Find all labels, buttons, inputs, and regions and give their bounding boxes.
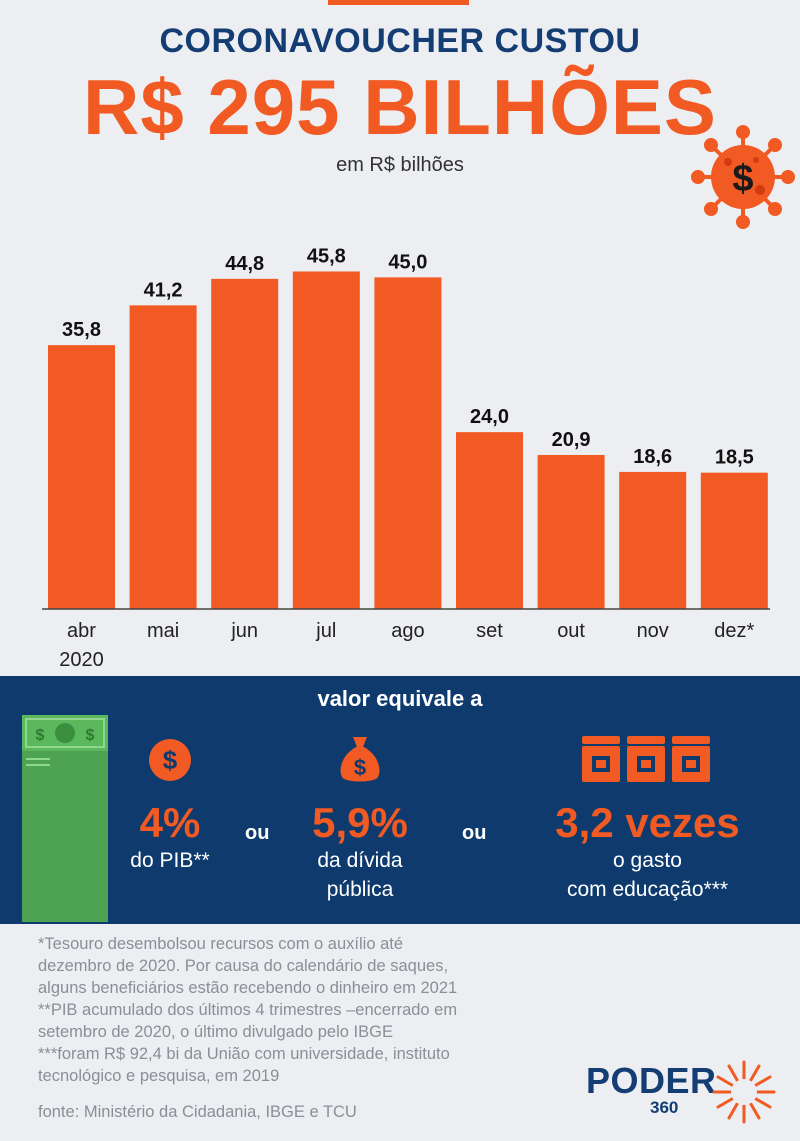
x-tick-label: mai bbox=[147, 620, 179, 642]
connector-or-1: ou bbox=[245, 822, 270, 844]
x-tick-label: ago bbox=[391, 620, 424, 642]
x-tick-label: nov bbox=[637, 620, 669, 642]
sunburst-logo-icon bbox=[712, 1060, 776, 1124]
bar-value-label: 41,2 bbox=[144, 279, 183, 301]
svg-text:$: $ bbox=[732, 158, 753, 200]
top-accent-rule bbox=[328, 0, 469, 5]
bar-abr bbox=[48, 345, 115, 609]
bar-value-label: 18,5 bbox=[715, 447, 754, 469]
connector-or-2: ou bbox=[462, 822, 487, 844]
bar-jul bbox=[292, 271, 360, 609]
bar-dez bbox=[700, 472, 768, 609]
svg-text:$: $ bbox=[163, 745, 178, 775]
bar-chart: 35,8 abr 2020 41,2 mai 44,8 jun 45,8 jul 45,0 ago 2… bbox=[42, 245, 770, 671]
footnote-line: ***foram R$ 92,4 bi da União com univers… bbox=[38, 1045, 450, 1063]
education-value: 3,2 vezes bbox=[555, 799, 740, 846]
x-tick-label: out bbox=[557, 620, 585, 642]
virus-dollar-icon: $ bbox=[691, 125, 795, 229]
equivalence-item-pib: 4% do PIB** bbox=[100, 800, 240, 875]
bar-nov bbox=[619, 471, 687, 609]
equivalence-panel bbox=[0, 676, 800, 924]
bar-ago bbox=[374, 277, 442, 609]
debt-text-line1: da dívida bbox=[317, 849, 403, 872]
x-tick-label: jul bbox=[315, 620, 336, 642]
chart-subtitle: em R$ bilhões bbox=[336, 154, 464, 176]
equivalence-title: valor equivale a bbox=[317, 686, 483, 711]
brand-logo-text: PODER bbox=[586, 1060, 717, 1101]
education-text-line2: com educação*** bbox=[566, 878, 729, 901]
lockers-icon bbox=[582, 736, 710, 782]
debt-value: 5,9% bbox=[312, 799, 408, 846]
source-note: fonte: Ministério da Cidadania, IBGE e T… bbox=[38, 1103, 357, 1121]
bar-value-label: 45,0 bbox=[388, 251, 427, 273]
footnote-line: **PIB acumulado dos últimos 4 trimestres… bbox=[38, 1001, 458, 1019]
money-bag-icon: $ bbox=[340, 737, 380, 782]
equivalence-item-debt: 5,9% da dívida pública bbox=[280, 800, 440, 904]
headline-amount: R$ 295 BILHÕES bbox=[83, 63, 717, 151]
footnote-line: *Tesouro desembolsou recursos com o auxí… bbox=[38, 935, 404, 953]
brand-logo-number: 360 bbox=[650, 1098, 679, 1117]
education-text-line1: o gasto bbox=[613, 849, 682, 872]
x-tick-label: abr bbox=[67, 620, 96, 642]
x-tick-label: jun bbox=[230, 620, 258, 642]
footnote-line: dezembro de 2020. Por causa do calendári… bbox=[38, 957, 449, 975]
pib-text: do PIB** bbox=[130, 849, 210, 872]
footnotes: *Tesouro desembolsou recursos com o auxí… bbox=[38, 933, 498, 1087]
bar-mai bbox=[129, 305, 197, 609]
bar-value-label: 45,8 bbox=[307, 245, 346, 267]
footnote-line: alguns beneficiários estão recebendo o d… bbox=[38, 979, 458, 997]
x-tick-label: set bbox=[476, 620, 503, 642]
svg-text:$: $ bbox=[354, 755, 366, 780]
bar-value-label: 44,8 bbox=[225, 253, 264, 275]
bar-jun bbox=[211, 278, 279, 609]
bar-value-label: 18,6 bbox=[633, 446, 672, 468]
x-tick-label: dez* bbox=[714, 620, 754, 642]
pib-value: 4% bbox=[139, 799, 201, 846]
headline: CORONAVOUCHER CUSTOU bbox=[159, 22, 641, 60]
banknote-icon: $ $ bbox=[22, 715, 108, 922]
bar-value-label: 20,9 bbox=[552, 429, 591, 451]
bar-out bbox=[537, 454, 605, 609]
x-tick-sublabel: 2020 bbox=[59, 649, 104, 671]
svg-text:$: $ bbox=[36, 727, 45, 744]
svg-text:$: $ bbox=[86, 727, 95, 744]
footnote-line: setembro de 2020, o último divulgado pel… bbox=[38, 1023, 393, 1041]
bar-value-label: 35,8 bbox=[62, 319, 101, 341]
bar-set bbox=[456, 432, 523, 609]
equivalence-item-education: 3,2 vezes o gasto com educação*** bbox=[515, 800, 780, 904]
debt-text-line2: pública bbox=[326, 878, 394, 901]
footnote-line: tecnológico e pesquisa, em 2019 bbox=[38, 1067, 280, 1085]
bar-value-label: 24,0 bbox=[470, 406, 509, 428]
dollar-coin-icon: $ bbox=[149, 739, 191, 781]
